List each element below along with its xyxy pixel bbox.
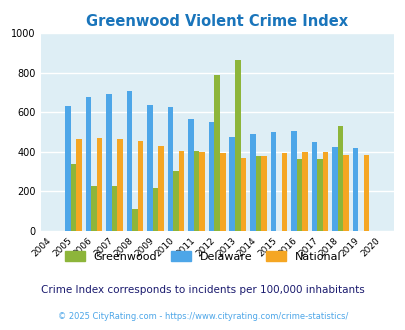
Bar (152, 188, 158, 231)
Bar (249, 134, 255, 231)
Bar (138, 141, 143, 231)
Text: Crime Index corresponds to incidents per 100,000 inhabitants: Crime Index corresponds to incidents per… (41, 285, 364, 295)
Bar (132, 209, 138, 231)
Bar (65, 106, 70, 231)
Title: Greenwood Violent Crime Index: Greenwood Violent Crime Index (86, 14, 347, 29)
Bar (337, 126, 342, 231)
Bar (316, 159, 322, 231)
Bar (281, 153, 286, 231)
Bar (311, 142, 316, 231)
Bar (167, 107, 173, 231)
Bar (106, 94, 111, 231)
Bar (179, 151, 184, 231)
Legend: Greenwood, Delaware, National: Greenwood, Delaware, National (60, 247, 345, 266)
Bar (229, 137, 234, 231)
Bar (70, 164, 76, 231)
Bar (255, 156, 260, 231)
Bar (240, 158, 245, 231)
Bar (194, 151, 199, 231)
Bar (363, 155, 369, 231)
Bar (85, 97, 91, 231)
Bar (290, 131, 296, 231)
Bar (199, 152, 205, 231)
Bar (220, 153, 225, 231)
Bar (147, 105, 152, 231)
Bar (76, 139, 81, 231)
Bar (214, 75, 220, 231)
Text: © 2025 CityRating.com - https://www.cityrating.com/crime-statistics/: © 2025 CityRating.com - https://www.city… (58, 312, 347, 321)
Bar (91, 186, 96, 231)
Bar (188, 119, 194, 231)
Bar (296, 159, 301, 231)
Bar (342, 155, 348, 231)
Bar (301, 152, 307, 231)
Bar (126, 91, 132, 231)
Bar (173, 171, 179, 231)
Bar (96, 138, 102, 231)
Bar (352, 148, 357, 231)
Bar (331, 147, 337, 231)
Bar (322, 152, 327, 231)
Bar (111, 186, 117, 231)
Bar (234, 60, 240, 231)
Bar (270, 132, 275, 231)
Bar (117, 139, 123, 231)
Bar (260, 156, 266, 231)
Bar (209, 122, 214, 231)
Bar (158, 146, 164, 231)
